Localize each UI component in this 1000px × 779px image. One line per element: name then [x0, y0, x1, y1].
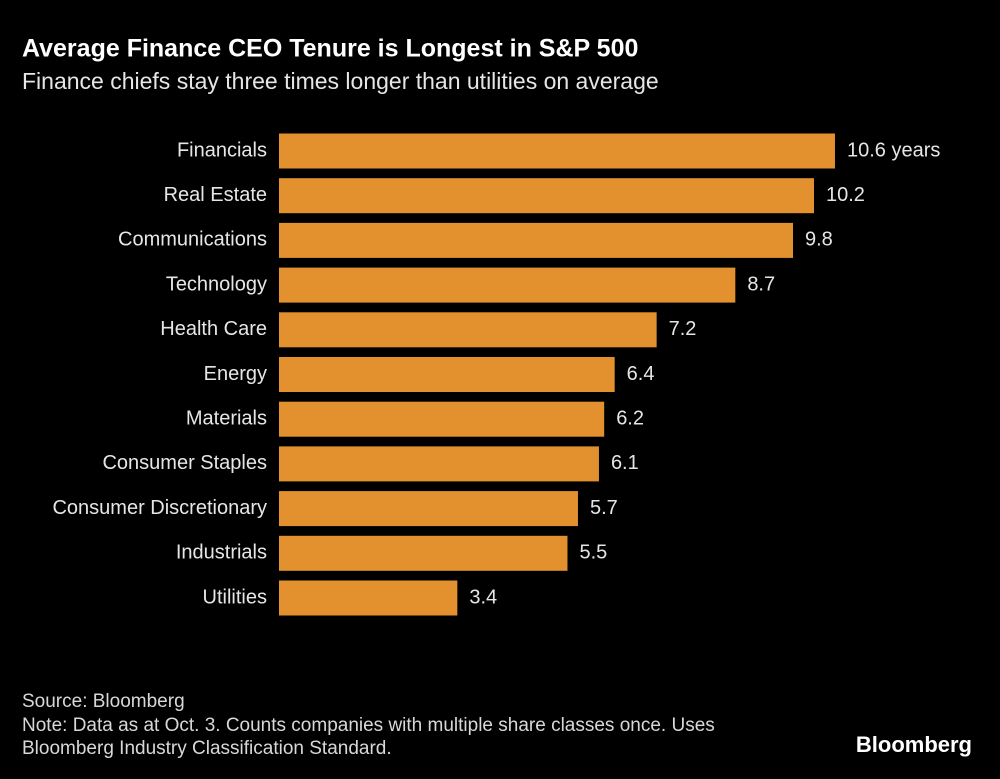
value-label: 6.2: [616, 407, 644, 429]
value-label: 10.6 years: [847, 139, 940, 161]
logo: Bloomberg: [855, 732, 972, 757]
note: Note: Data as at Oct. 3. Counts companie…: [22, 715, 715, 759]
value-label: 6.4: [627, 363, 655, 385]
bar: [279, 312, 657, 348]
bar: [279, 491, 578, 527]
value-label: 9.8: [805, 229, 833, 251]
category-label: Consumer Discretionary: [52, 497, 267, 519]
value-label: 10.2: [826, 184, 865, 206]
bar: [279, 535, 568, 571]
value-label: 6.1: [611, 452, 639, 474]
bar: [279, 446, 599, 482]
value-label: 8.7: [747, 273, 775, 295]
value-label: 3.4: [469, 586, 497, 608]
bar: [279, 133, 835, 169]
category-label: Materials: [186, 407, 267, 429]
category-label: Real Estate: [164, 184, 267, 206]
category-label: Industrials: [176, 542, 267, 564]
chart-title: Average Finance CEO Tenure is Longest in…: [22, 35, 638, 63]
value-label: 5.7: [590, 497, 618, 519]
bar: [279, 267, 736, 303]
bar: [279, 222, 794, 258]
category-label: Health Care: [160, 318, 267, 340]
category-label: Financials: [177, 139, 267, 161]
category-label: Technology: [166, 273, 267, 295]
category-label: Energy: [204, 363, 267, 385]
bar: [279, 178, 814, 214]
chart: Average Finance CEO Tenure is Longest in…: [22, 35, 940, 616]
category-label: Consumer Staples: [102, 452, 267, 474]
category-label: Utilities: [203, 586, 267, 608]
bar: [279, 580, 458, 616]
value-label: 7.2: [669, 318, 697, 340]
value-label: 5.5: [579, 542, 607, 564]
bar: [279, 357, 615, 392]
chart-subtitle: Finance chiefs stay three times longer t…: [22, 68, 659, 94]
category-label: Communications: [118, 229, 267, 251]
source: Source: Bloomberg: [22, 691, 185, 712]
bar: [279, 401, 605, 437]
